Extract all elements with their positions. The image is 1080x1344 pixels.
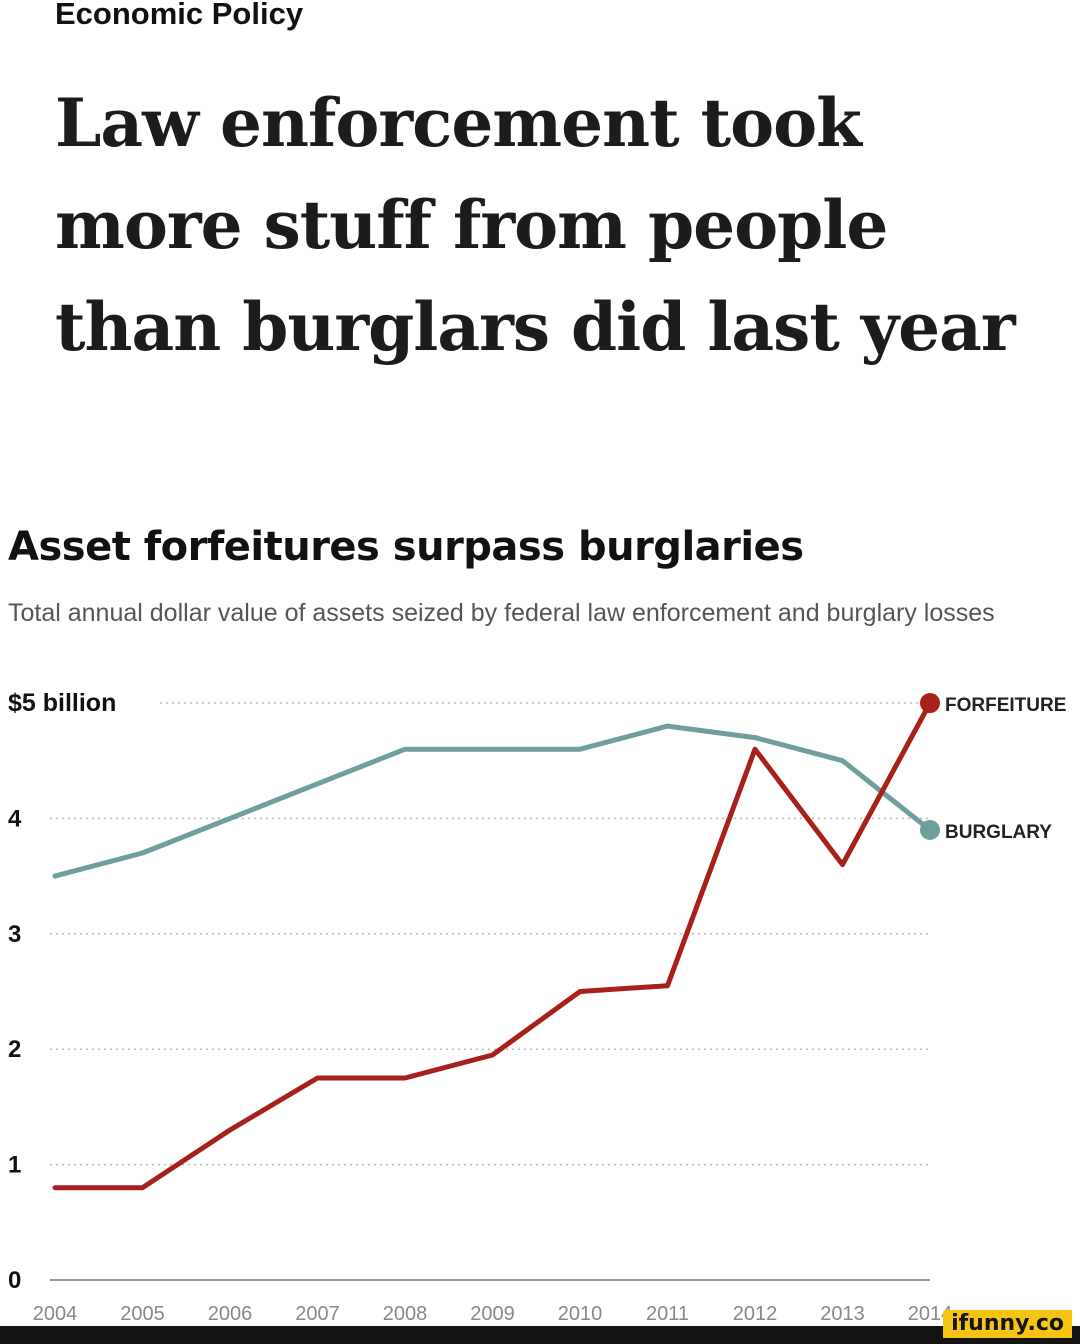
- x-tick-label: 2005: [120, 1303, 165, 1325]
- x-tick-label: 2012: [733, 1303, 778, 1325]
- y-tick-label: 3: [8, 921, 21, 948]
- x-tick-label: 2011: [646, 1303, 689, 1325]
- x-tick-label: 2014: [908, 1303, 953, 1325]
- section-label[interactable]: Economic Policy: [55, 0, 304, 31]
- y-tick-label: 1: [8, 1152, 21, 1179]
- watermark-logo: ifunny.co: [943, 1310, 1072, 1338]
- series-end-point-forfeiture: [920, 693, 940, 713]
- series-label-forfeiture: FORFEITURE: [945, 695, 1066, 716]
- x-tick-label: 2010: [558, 1303, 603, 1325]
- chart-title: Asset forfeitures surpass burglaries: [8, 524, 804, 570]
- x-tick-label: 2007: [295, 1303, 340, 1325]
- y-tick-label: 4: [8, 805, 22, 832]
- series-end-point-burglary: [920, 819, 940, 840]
- y-tick-label: $5 billion: [8, 689, 116, 717]
- x-tick-label: 2006: [208, 1303, 253, 1325]
- x-tick-label: 2004: [33, 1303, 78, 1325]
- series-label-burglary: BURGLARY: [945, 822, 1052, 843]
- y-tick-label: 2: [8, 1036, 21, 1063]
- chart-subtitle: Total annual dollar value of assets seiz…: [8, 599, 995, 627]
- bottom-bar: [0, 1326, 1080, 1344]
- x-tick-label: 2008: [383, 1303, 428, 1325]
- x-tick-label: 2009: [470, 1303, 515, 1325]
- y-tick-label: 0: [8, 1267, 21, 1294]
- series-line-forfeiture: [52, 700, 933, 1191]
- x-tick-label: 2013: [820, 1303, 865, 1325]
- series-line-burglary: [52, 723, 933, 879]
- headline[interactable]: Law enforcement took more stuff from peo…: [55, 84, 1016, 366]
